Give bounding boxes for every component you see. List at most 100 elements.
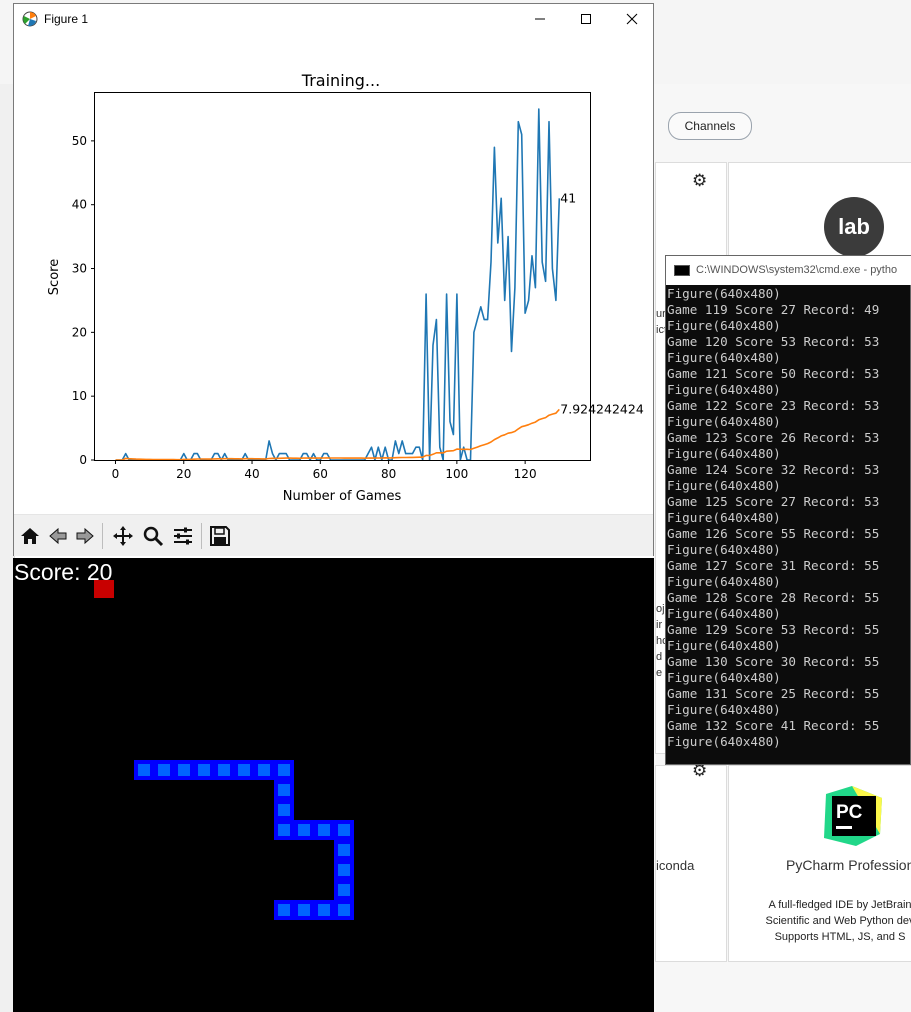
console-line: Figure(640x480) bbox=[667, 574, 781, 589]
snake-segment bbox=[314, 900, 334, 920]
snake-segment bbox=[294, 900, 314, 920]
snake-segment bbox=[314, 820, 334, 840]
x-tick-label: 80 bbox=[381, 467, 396, 481]
minimize-icon bbox=[535, 18, 545, 19]
console-output: Figure(640x480) Game 119 Score 27 Record:… bbox=[667, 286, 911, 750]
back-arrow-icon bbox=[49, 527, 67, 545]
background-fragment: oj bbox=[656, 603, 665, 615]
x-tick-label: 40 bbox=[244, 467, 259, 481]
console-line: Figure(640x480) bbox=[667, 382, 781, 397]
snake-segment bbox=[274, 900, 294, 920]
close-button[interactable] bbox=[609, 4, 655, 33]
console-line: Game 127 Score 31 Record: 55 bbox=[667, 558, 880, 573]
series-end-label: 7.924242424 bbox=[560, 401, 644, 416]
x-tick-label: 60 bbox=[313, 467, 328, 481]
close-icon bbox=[626, 13, 638, 24]
snake-segment bbox=[274, 800, 294, 820]
home-button[interactable] bbox=[18, 524, 42, 548]
anaconda-card[interactable] bbox=[655, 765, 727, 962]
y-tick-label: 0 bbox=[79, 453, 87, 467]
snake-food bbox=[94, 580, 114, 598]
snake-segment bbox=[294, 820, 314, 840]
x-tick-label: 20 bbox=[176, 467, 191, 481]
snake-segment bbox=[254, 760, 274, 780]
console-line: Figure(640x480) bbox=[667, 606, 781, 621]
snake-segment bbox=[334, 900, 354, 920]
console-line: Figure(640x480) bbox=[667, 414, 781, 429]
console-line: Game 130 Score 30 Record: 55 bbox=[667, 654, 880, 669]
console-line: Figure(640x480) bbox=[667, 478, 781, 493]
snake-segment bbox=[214, 760, 234, 780]
matplotlib-icon bbox=[22, 11, 38, 27]
zoom-button[interactable] bbox=[141, 524, 165, 548]
pan-button[interactable] bbox=[111, 524, 135, 548]
back-button[interactable] bbox=[46, 524, 70, 548]
console-line: Game 126 Score 55 Record: 55 bbox=[667, 526, 880, 541]
channels-button[interactable]: Channels bbox=[668, 112, 752, 140]
toolbar-separator bbox=[201, 523, 202, 549]
console-window: C:\WINDOWS\system32\cmd.exe - pytho Figu… bbox=[665, 255, 911, 765]
pycharm-description: A full-fledged IDE by JetBrain Scientifi… bbox=[740, 897, 911, 945]
snake-segment bbox=[194, 760, 214, 780]
chart-title: Training... bbox=[301, 71, 380, 90]
console-line: Game 125 Score 27 Record: 53 bbox=[667, 494, 880, 509]
snake-segment bbox=[234, 760, 254, 780]
console-line: Game 123 Score 26 Record: 53 bbox=[667, 430, 880, 445]
save-button[interactable] bbox=[208, 524, 232, 548]
console-line: Figure(640x480) bbox=[667, 638, 781, 653]
console-titlebar[interactable]: C:\WINDOWS\system32\cmd.exe - pytho bbox=[666, 256, 911, 285]
figure-titlebar[interactable]: Figure 1 bbox=[14, 4, 653, 33]
console-line: Game 131 Score 25 Record: 55 bbox=[667, 686, 880, 701]
jupyterlab-logo: lab bbox=[824, 197, 884, 257]
y-tick-label: 50 bbox=[72, 134, 87, 148]
x-tick-label: 120 bbox=[514, 467, 537, 481]
configure-subplots-button[interactable] bbox=[171, 524, 195, 548]
maximize-button[interactable] bbox=[563, 4, 609, 33]
figure-toolbar bbox=[14, 514, 653, 556]
forward-button[interactable] bbox=[73, 524, 97, 548]
zoom-icon bbox=[143, 526, 164, 547]
console-line: Figure(640x480) bbox=[667, 446, 781, 461]
console-line: Game 129 Score 53 Record: 55 bbox=[667, 622, 880, 637]
console-title: C:\WINDOWS\system32\cmd.exe - pytho bbox=[696, 264, 898, 276]
snake-segment bbox=[334, 860, 354, 880]
maximize-icon bbox=[581, 13, 591, 24]
snake-segment bbox=[334, 820, 354, 840]
pycharm-name: PyCharm Professiona bbox=[786, 857, 911, 873]
background-fragment: ir bbox=[656, 619, 663, 631]
console-line: Game 119 Score 27 Record: 49 bbox=[667, 302, 880, 317]
snake-segment bbox=[274, 780, 294, 800]
console-line: Figure(640x480) bbox=[667, 510, 781, 525]
console-line: Game 121 Score 50 Record: 53 bbox=[667, 366, 880, 381]
series-end-label: 41 bbox=[560, 190, 576, 205]
cmd-icon bbox=[674, 265, 690, 276]
console-line: Game 132 Score 41 Record: 55 bbox=[667, 718, 880, 733]
console-line: Figure(640x480) bbox=[667, 702, 781, 717]
console-line: Figure(640x480) bbox=[667, 670, 781, 685]
snake-segment bbox=[274, 820, 294, 840]
configure-subplots-icon bbox=[174, 527, 192, 545]
pycharm-desc-line: Scientific and Web Python dev bbox=[765, 915, 911, 927]
series-line bbox=[115, 108, 561, 461]
snake-segment bbox=[154, 760, 174, 780]
y-tick-label: 20 bbox=[72, 325, 87, 339]
console-line: Figure(640x480) bbox=[667, 734, 781, 749]
console-line: Figure(640x480) bbox=[667, 318, 781, 333]
pycharm-logo-text: PC bbox=[836, 802, 863, 823]
y-tick-label: 30 bbox=[72, 262, 87, 276]
pycharm-logo: PC bbox=[824, 786, 882, 846]
y-tick-label: 40 bbox=[72, 198, 87, 212]
snake-segment bbox=[274, 760, 294, 780]
gear-icon[interactable]: ⚙ bbox=[692, 761, 708, 781]
console-line: Game 120 Score 53 Record: 53 bbox=[667, 334, 880, 349]
figure-title: Figure 1 bbox=[44, 12, 89, 26]
console-line: Game 124 Score 32 Record: 53 bbox=[667, 462, 880, 477]
figure-window: Figure 1 Training... 0 20 40 60 80 100 120 0 10 2… bbox=[13, 3, 654, 556]
home-icon bbox=[21, 528, 39, 544]
save-icon bbox=[210, 526, 230, 546]
snake-segment bbox=[134, 760, 154, 780]
snake-segment bbox=[174, 760, 194, 780]
background-fragment: iconda bbox=[656, 858, 695, 873]
gear-icon[interactable]: ⚙ bbox=[692, 171, 708, 191]
minimize-button[interactable] bbox=[517, 4, 563, 33]
